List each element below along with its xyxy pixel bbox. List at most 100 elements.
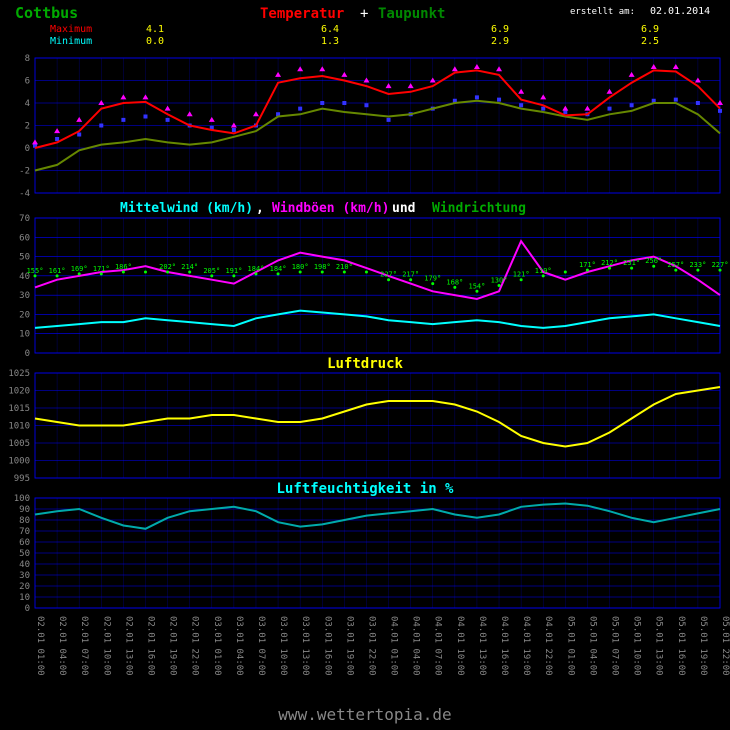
svg-text:Windrichtung: Windrichtung (432, 201, 526, 216)
weather-dashboard: CottbusTemperatur+Taupunkterstellt am:02… (0, 0, 730, 730)
svg-text:130°: 130° (491, 277, 508, 285)
svg-text:214°: 214° (181, 263, 198, 271)
svg-text:169°: 169° (71, 265, 88, 273)
humidity-title: Luftfeuchtigkeit in % (276, 481, 454, 497)
svg-text:Mittelwind (km/h): Mittelwind (km/h) (120, 201, 253, 216)
svg-text:30: 30 (19, 571, 30, 581)
svg-text:10: 10 (19, 330, 30, 340)
svg-text:03.01 01:00: 03.01 01:00 (212, 616, 222, 676)
svg-text:02.01 22:00: 02.01 22:00 (190, 616, 200, 676)
svg-text:198°: 198° (314, 263, 331, 271)
svg-text:70: 70 (19, 214, 30, 224)
svg-text:212°: 212° (601, 259, 618, 267)
svg-text:04.01 10:00: 04.01 10:00 (455, 616, 465, 676)
svg-text:,: , (256, 201, 264, 216)
svg-text:02.01.2014: 02.01.2014 (650, 6, 710, 17)
svg-text:1020: 1020 (8, 387, 30, 397)
svg-text:6: 6 (25, 77, 30, 87)
svg-text:Windböen (km/h): Windböen (km/h) (272, 201, 389, 216)
svg-text:+: + (360, 6, 368, 22)
svg-text:171°: 171° (93, 265, 110, 273)
svg-text:05.01 04:00: 05.01 04:00 (587, 616, 597, 676)
svg-text:Maximum: Maximum (50, 24, 92, 35)
svg-text:60: 60 (19, 538, 30, 548)
footer-link: www.wettertopia.de (278, 705, 451, 724)
station-name: Cottbus (15, 4, 78, 22)
svg-text:1025: 1025 (8, 369, 30, 379)
svg-text:03.01 13:00: 03.01 13:00 (300, 616, 310, 676)
svg-text:02.01 13:00: 02.01 13:00 (123, 616, 133, 676)
svg-text:60: 60 (19, 233, 30, 243)
svg-text:40: 40 (19, 560, 30, 570)
svg-text:184°: 184° (270, 265, 287, 273)
svg-text:1005: 1005 (8, 439, 30, 449)
svg-text:04.01 07:00: 04.01 07:00 (433, 616, 443, 676)
svg-text:227°: 227° (380, 271, 397, 279)
charts-svg: CottbusTemperatur+Taupunkterstellt am:02… (0, 0, 730, 730)
svg-text:121°: 121° (513, 271, 530, 279)
svg-text:04.01 22:00: 04.01 22:00 (543, 616, 553, 676)
svg-text:257°: 257° (667, 261, 684, 269)
svg-text:03.01 16:00: 03.01 16:00 (322, 616, 332, 676)
svg-text:186°: 186° (115, 263, 132, 271)
svg-text:0: 0 (25, 604, 30, 614)
svg-text:6.9: 6.9 (491, 24, 509, 35)
svg-text:155°: 155° (27, 267, 44, 275)
svg-text:20: 20 (19, 310, 30, 320)
svg-text:03.01 22:00: 03.01 22:00 (366, 616, 376, 676)
svg-text:-4: -4 (19, 189, 30, 199)
svg-text:50: 50 (19, 549, 30, 559)
svg-text:02.01 16:00: 02.01 16:00 (145, 616, 155, 676)
svg-text:03.01 10:00: 03.01 10:00 (278, 616, 288, 676)
svg-text:6.9: 6.9 (641, 24, 659, 35)
svg-text:6.4: 6.4 (321, 24, 339, 35)
svg-text:231°: 231° (623, 259, 640, 267)
svg-text:erstellt am:: erstellt am: (570, 7, 635, 17)
svg-text:04.01 04:00: 04.01 04:00 (411, 616, 421, 676)
svg-text:04.01 13:00: 04.01 13:00 (477, 616, 487, 676)
title-temperatur: Temperatur (260, 6, 344, 22)
svg-text:1015: 1015 (8, 404, 30, 414)
svg-text:119°: 119° (535, 267, 552, 275)
svg-text:05.01 07:00: 05.01 07:00 (610, 616, 620, 676)
svg-text:10: 10 (19, 593, 30, 603)
svg-text:154°: 154° (469, 282, 486, 290)
svg-text:02.01 07:00: 02.01 07:00 (79, 616, 89, 676)
svg-text:02.01 10:00: 02.01 10:00 (101, 616, 111, 676)
svg-text:0: 0 (25, 349, 30, 359)
svg-text:03.01 19:00: 03.01 19:00 (344, 616, 354, 676)
svg-text:8: 8 (25, 54, 30, 64)
svg-text:1000: 1000 (8, 457, 30, 467)
svg-text:205°: 205° (203, 267, 220, 275)
svg-text:161°: 161° (49, 267, 66, 275)
svg-text:02.01 19:00: 02.01 19:00 (168, 616, 178, 676)
svg-text:0.0: 0.0 (146, 36, 164, 47)
svg-text:171°: 171° (579, 261, 596, 269)
svg-text:179°: 179° (424, 275, 441, 283)
svg-text:0: 0 (25, 144, 30, 154)
svg-text:20: 20 (19, 582, 30, 592)
title-taupunkt: Taupunkt (378, 6, 445, 22)
pressure-title: Luftdruck (327, 356, 403, 372)
svg-text:227°: 227° (712, 261, 729, 269)
svg-text:1.3: 1.3 (321, 36, 339, 47)
svg-text:und: und (392, 201, 415, 216)
svg-text:05.01 22:00: 05.01 22:00 (720, 616, 730, 676)
svg-text:217°: 217° (402, 271, 419, 279)
svg-text:80: 80 (19, 516, 30, 526)
svg-text:05.01 16:00: 05.01 16:00 (676, 616, 686, 676)
svg-text:202°: 202° (159, 263, 176, 271)
svg-text:Minimum: Minimum (50, 36, 92, 47)
svg-text:184°: 184° (248, 265, 265, 273)
svg-text:05.01 01:00: 05.01 01:00 (565, 616, 575, 676)
svg-text:05.01 10:00: 05.01 10:00 (632, 616, 642, 676)
svg-text:02.01 01:00: 02.01 01:00 (35, 616, 45, 676)
svg-text:4.1: 4.1 (146, 24, 164, 35)
svg-text:191°: 191° (225, 267, 242, 275)
svg-text:70: 70 (19, 527, 30, 537)
svg-text:50: 50 (19, 253, 30, 263)
svg-text:03.01 04:00: 03.01 04:00 (234, 616, 244, 676)
svg-text:1010: 1010 (8, 422, 30, 432)
svg-text:180°: 180° (292, 263, 309, 271)
svg-text:04.01 01:00: 04.01 01:00 (389, 616, 399, 676)
